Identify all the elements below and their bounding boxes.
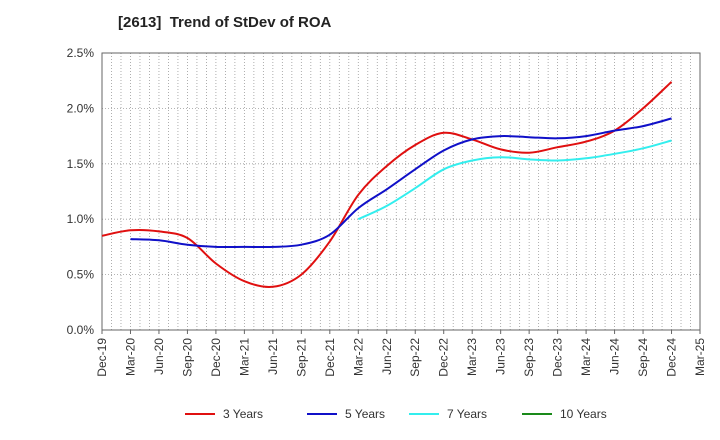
legend-label-1: 5 Years [345, 407, 385, 421]
series-line-2 [357, 139, 672, 221]
x-tick-label: Jun-22 [380, 338, 394, 375]
x-tick-label: Sep-20 [180, 338, 194, 377]
x-tick-label: Jun-20 [152, 338, 166, 375]
y-tick-label: 0.5% [67, 268, 95, 282]
x-tick-label: Jun-24 [608, 338, 622, 375]
x-tick-label: Jun-23 [494, 338, 508, 375]
x-tick-label: Sep-22 [408, 338, 422, 377]
y-tick-label: 0.0% [67, 323, 95, 337]
x-tick-label: Sep-21 [294, 338, 308, 377]
x-tick-label: Dec-24 [665, 338, 679, 377]
x-tick-label: Sep-24 [636, 338, 650, 377]
legend-label-0: 3 Years [223, 407, 263, 421]
x-tick-label: Mar-23 [465, 338, 479, 376]
series-line-1 [130, 117, 672, 249]
chart-title: [2613] Trend of StDev of ROA [118, 14, 332, 31]
x-tick-label: Dec-21 [323, 338, 337, 377]
x-tick-label: Dec-19 [95, 338, 109, 377]
x-tick-label: Mar-20 [123, 338, 137, 376]
plot-frame [101, 52, 701, 331]
x-tick-label: Dec-20 [209, 338, 223, 377]
legend-label-3: 10 Years [560, 407, 607, 421]
y-tick-label: 1.5% [67, 157, 95, 171]
x-tick-label: Dec-22 [437, 338, 451, 377]
y-tick-label: 2.0% [67, 101, 95, 115]
x-tick-label: Mar-21 [237, 338, 251, 376]
x-tick-label: Mar-25 [693, 338, 707, 376]
x-tick-label: Mar-22 [351, 338, 365, 376]
x-tick-label: Mar-24 [579, 338, 593, 376]
y-tick-label: 1.0% [67, 212, 95, 226]
series-line-0 [101, 81, 673, 289]
x-tick-label: Jun-21 [266, 338, 280, 375]
y-tick-label: 2.5% [67, 46, 95, 60]
legend-label-2: 7 Years [447, 407, 487, 421]
x-tick-label: Dec-23 [551, 338, 565, 377]
plot-area [102, 53, 700, 330]
x-tick-label: Sep-23 [522, 338, 536, 377]
